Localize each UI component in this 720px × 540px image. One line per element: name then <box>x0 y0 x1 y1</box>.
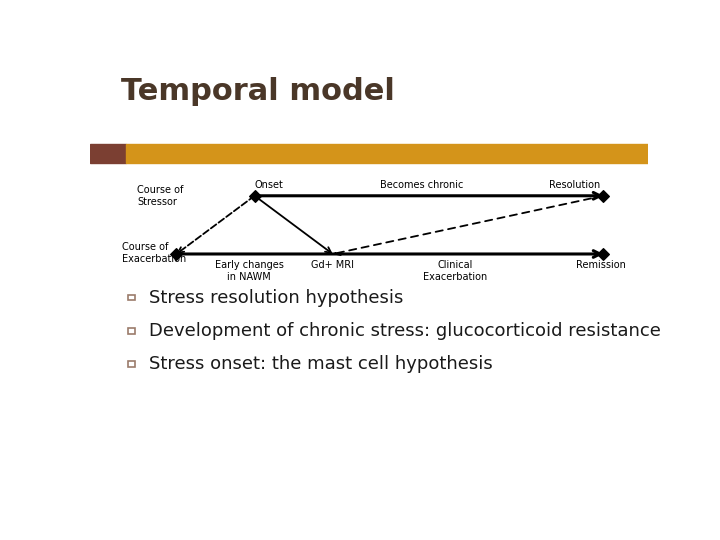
Text: Gd+ MRI: Gd+ MRI <box>311 260 354 270</box>
Point <box>171 249 182 258</box>
Text: Remission: Remission <box>575 260 626 270</box>
Bar <box>90 144 126 163</box>
Text: Development of chronic stress: glucocorticoid resistance: Development of chronic stress: glucocort… <box>148 322 660 340</box>
Point <box>598 192 609 200</box>
Text: Course of
Stressor: Course of Stressor <box>138 185 184 207</box>
Text: Becomes chronic: Becomes chronic <box>380 179 464 190</box>
Text: Stress resolution hypothesis: Stress resolution hypothesis <box>148 289 403 307</box>
Text: Stress onset: the mast cell hypothesis: Stress onset: the mast cell hypothesis <box>148 355 492 373</box>
Bar <box>128 361 135 367</box>
Bar <box>126 144 648 163</box>
Text: Onset: Onset <box>255 179 284 190</box>
Point <box>598 249 609 258</box>
Text: Temporal model: Temporal model <box>121 77 395 106</box>
Bar <box>128 328 135 334</box>
Text: Course of
Exacerbation: Course of Exacerbation <box>122 242 186 264</box>
Text: Resolution: Resolution <box>549 179 600 190</box>
Bar <box>128 295 135 300</box>
Point <box>249 192 261 200</box>
Text: Clinical
Exacerbation: Clinical Exacerbation <box>423 260 487 282</box>
Text: Early changes
in NAWM: Early changes in NAWM <box>215 260 284 282</box>
